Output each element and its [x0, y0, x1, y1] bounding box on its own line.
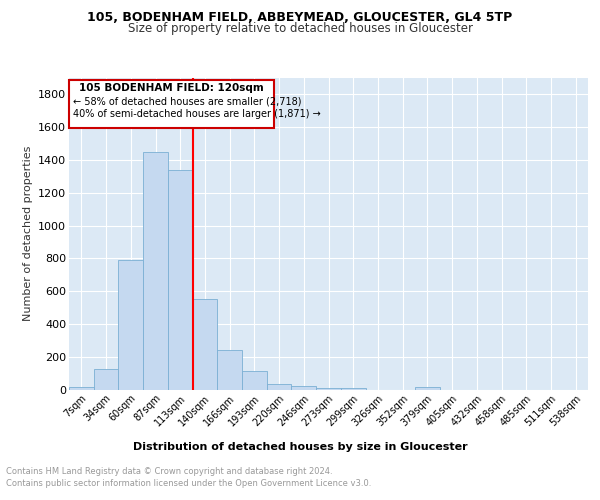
Bar — [168, 170, 193, 390]
Bar — [341, 388, 365, 390]
Bar — [316, 388, 341, 390]
Text: 40% of semi-detached houses are larger (1,871) →: 40% of semi-detached houses are larger (… — [73, 109, 321, 118]
Text: Contains HM Land Registry data © Crown copyright and database right 2024.: Contains HM Land Registry data © Crown c… — [6, 468, 332, 476]
Bar — [292, 386, 316, 390]
Text: 105 BODENHAM FIELD: 120sqm: 105 BODENHAM FIELD: 120sqm — [79, 84, 264, 94]
Text: ← 58% of detached houses are smaller (2,718): ← 58% of detached houses are smaller (2,… — [73, 96, 302, 106]
Bar — [69, 386, 94, 390]
Text: Size of property relative to detached houses in Gloucester: Size of property relative to detached ho… — [128, 22, 473, 35]
Bar — [193, 298, 217, 390]
Bar — [118, 260, 143, 390]
Text: Distribution of detached houses by size in Gloucester: Distribution of detached houses by size … — [133, 442, 467, 452]
FancyBboxPatch shape — [70, 80, 274, 128]
Bar — [94, 368, 118, 390]
Bar — [143, 152, 168, 390]
Bar — [267, 384, 292, 390]
Y-axis label: Number of detached properties: Number of detached properties — [23, 146, 32, 322]
Bar — [217, 350, 242, 390]
Bar — [415, 386, 440, 390]
Bar — [242, 371, 267, 390]
Text: 105, BODENHAM FIELD, ABBEYMEAD, GLOUCESTER, GL4 5TP: 105, BODENHAM FIELD, ABBEYMEAD, GLOUCEST… — [88, 11, 512, 24]
Text: Contains public sector information licensed under the Open Government Licence v3: Contains public sector information licen… — [6, 479, 371, 488]
